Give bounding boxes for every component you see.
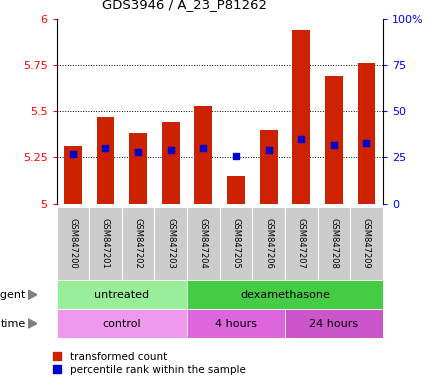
Bar <box>357 63 375 204</box>
Bar <box>187 309 284 338</box>
Bar <box>161 122 179 204</box>
Text: GSM847207: GSM847207 <box>296 218 305 269</box>
Bar <box>56 280 187 309</box>
Text: 4 hours: 4 hours <box>214 318 256 329</box>
Bar <box>89 207 122 280</box>
Text: GSM847200: GSM847200 <box>68 218 77 269</box>
Text: agent: agent <box>0 290 26 300</box>
Text: control: control <box>102 318 141 329</box>
Bar <box>259 130 277 204</box>
Text: GSM847204: GSM847204 <box>198 218 207 269</box>
Point <box>362 140 369 146</box>
Text: GSM847202: GSM847202 <box>133 218 142 269</box>
Bar <box>324 76 342 204</box>
Text: GSM847203: GSM847203 <box>166 218 175 269</box>
Bar <box>219 207 252 280</box>
Point <box>330 141 337 147</box>
Point <box>135 149 141 155</box>
Text: time: time <box>1 318 26 329</box>
Point <box>167 147 174 153</box>
Legend: transformed count, percentile rank within the sample: transformed count, percentile rank withi… <box>53 352 245 375</box>
Point <box>232 152 239 159</box>
Text: GSM847208: GSM847208 <box>329 218 338 269</box>
Polygon shape <box>28 319 37 328</box>
Bar <box>187 280 382 309</box>
Bar <box>187 207 219 280</box>
Bar <box>252 207 284 280</box>
Bar <box>227 176 244 204</box>
Bar <box>349 207 382 280</box>
Text: GSM847205: GSM847205 <box>231 218 240 269</box>
Text: GDS3946 / A_23_P81262: GDS3946 / A_23_P81262 <box>102 0 267 12</box>
Text: GSM847206: GSM847206 <box>263 218 273 269</box>
Point <box>102 145 108 151</box>
Bar <box>284 309 382 338</box>
Bar <box>292 30 309 204</box>
Bar <box>154 207 187 280</box>
Point <box>297 136 304 142</box>
Bar <box>122 207 154 280</box>
Text: GSM847209: GSM847209 <box>361 218 370 269</box>
Bar <box>96 117 114 204</box>
Bar <box>56 309 187 338</box>
Bar <box>64 146 82 204</box>
Text: GSM847201: GSM847201 <box>101 218 110 269</box>
Point <box>265 147 272 153</box>
Bar <box>194 106 212 204</box>
Text: untreated: untreated <box>94 290 149 300</box>
Bar <box>56 207 89 280</box>
Polygon shape <box>28 290 37 300</box>
Bar <box>317 207 349 280</box>
Point <box>69 151 76 157</box>
Text: dexamethasone: dexamethasone <box>240 290 329 300</box>
Bar <box>129 134 147 204</box>
Text: 24 hours: 24 hours <box>309 318 358 329</box>
Point <box>199 145 207 151</box>
Bar <box>284 207 317 280</box>
